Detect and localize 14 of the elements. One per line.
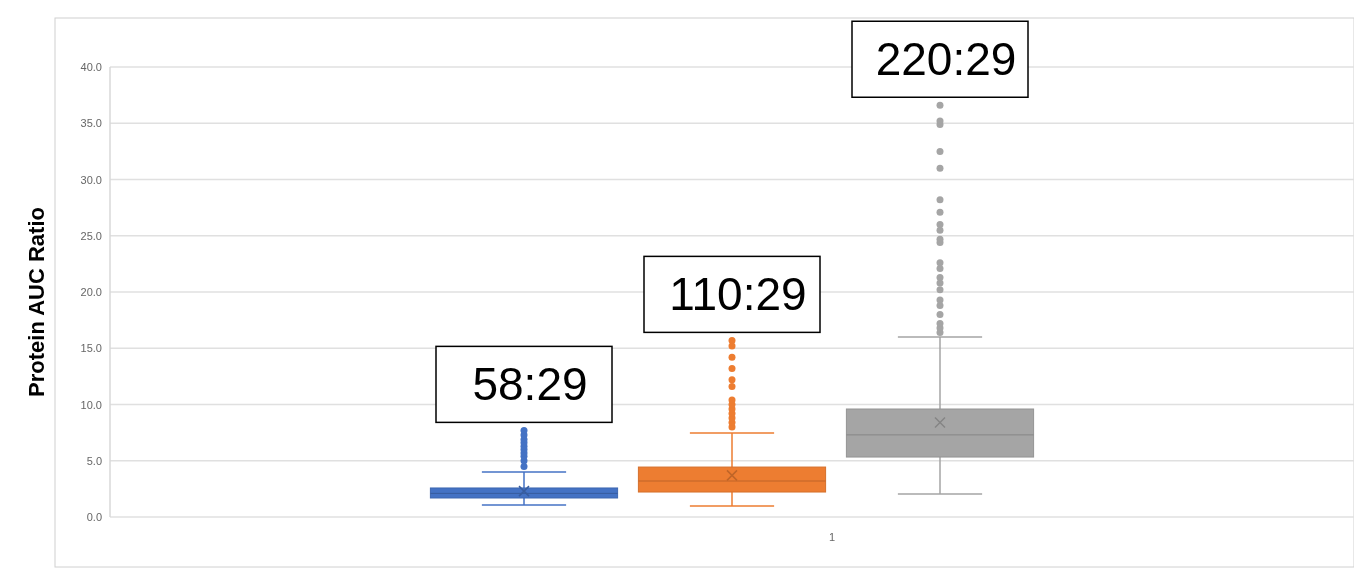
annotation: 220:29 <box>875 33 1017 86</box>
y-tick-label: 10.0 <box>80 398 102 411</box>
x-tick-label: 1 <box>828 531 836 543</box>
annotation: 110:29 <box>669 268 807 321</box>
y-tick-label: 5.0 <box>86 454 102 467</box>
y-tick-label: 25.0 <box>80 229 102 242</box>
y-axis-title: Protein AUC Ratio <box>24 207 49 397</box>
y-tick-label: 15.0 <box>80 342 102 355</box>
y-tick-label: 40.0 <box>80 61 102 73</box>
y-tick-label: 20.0 <box>80 286 102 298</box>
y-tick-label: 35.0 <box>80 117 102 130</box>
y-tick-label: 30.0 <box>80 173 102 186</box>
annotation: 58:29 <box>472 358 588 411</box>
y-tick-label: 0.0 <box>86 511 102 523</box>
